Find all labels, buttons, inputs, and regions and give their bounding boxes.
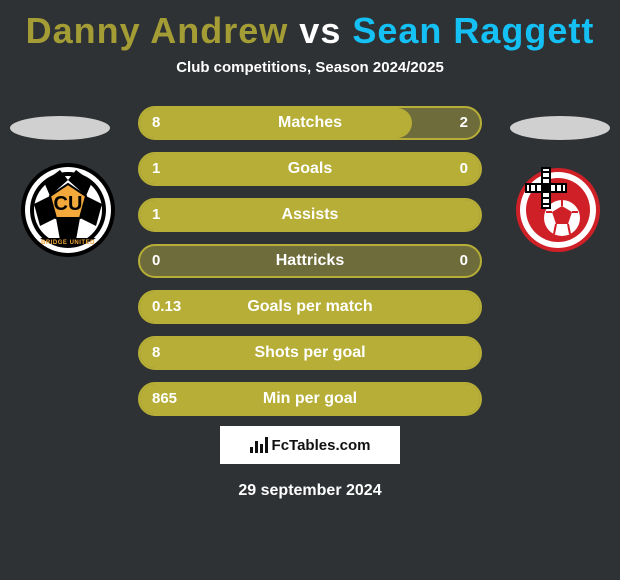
stat-rows: 8Matches21Goals01Assists0Hattricks00.13G…: [138, 106, 482, 428]
bar-chart-icon: [250, 437, 268, 453]
stat-row: 865Min per goal: [138, 382, 482, 416]
stat-row: 8Matches2: [138, 106, 482, 140]
date-text: 29 september 2024: [0, 482, 620, 500]
player2-name: Sean Raggett: [352, 10, 594, 51]
cambridge-united-icon: CU BRIDGE UNITED: [18, 160, 118, 260]
subtitle: Club competitions, Season 2024/2025: [0, 59, 620, 76]
stat-label: Matches: [140, 108, 480, 138]
player1-halo: [10, 116, 110, 140]
stat-row: 1Goals0: [138, 152, 482, 186]
rotherham-united-icon: [508, 160, 608, 260]
stat-row: 0.13Goals per match: [138, 290, 482, 324]
player1-name: Danny Andrew: [26, 10, 289, 51]
stat-row: 1Assists: [138, 198, 482, 232]
stat-value-right: 2: [460, 108, 468, 138]
vs-word: vs: [299, 10, 341, 51]
stat-label: Hattricks: [140, 246, 480, 276]
club-badge-left: CU BRIDGE UNITED: [18, 160, 118, 260]
svg-text:CU: CU: [54, 193, 83, 215]
stat-label: Goals: [140, 154, 480, 184]
fctables-label: FcTables.com: [272, 437, 371, 454]
stat-row: 8Shots per goal: [138, 336, 482, 370]
stats-area: CU BRIDGE UNITED: [0, 94, 620, 414]
stat-label: Goals per match: [140, 292, 480, 322]
stat-label: Min per goal: [140, 384, 480, 414]
club-badge-right: [508, 160, 608, 260]
stat-label: Shots per goal: [140, 338, 480, 368]
player2-halo: [510, 116, 610, 140]
stat-row: 0Hattricks0: [138, 244, 482, 278]
fctables-brand[interactable]: FcTables.com: [220, 426, 400, 464]
stat-label: Assists: [140, 200, 480, 230]
comparison-title: Danny Andrew vs Sean Raggett: [0, 0, 620, 51]
stat-value-right: 0: [460, 246, 468, 276]
svg-text:BRIDGE UNITED: BRIDGE UNITED: [41, 240, 95, 246]
stat-value-right: 0: [460, 154, 468, 184]
